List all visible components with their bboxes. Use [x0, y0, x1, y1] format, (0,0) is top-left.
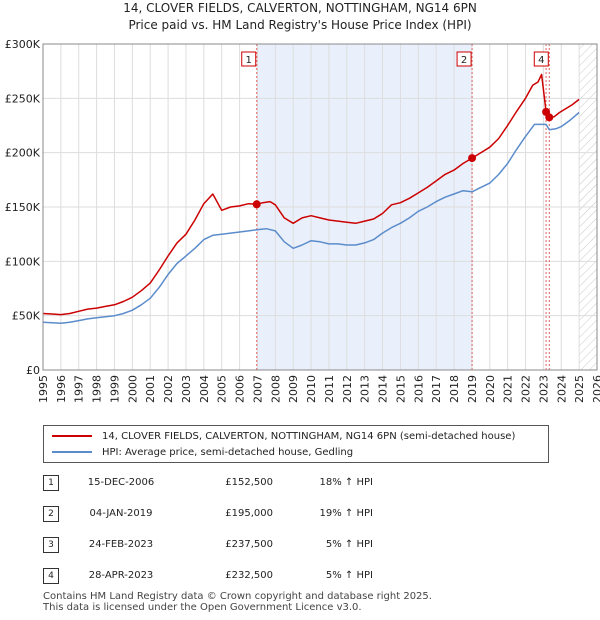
footer-licence: This data is licensed under the Open Gov…: [43, 602, 362, 613]
x-tick-label: 2007: [251, 375, 264, 403]
transaction-row: 2 04-JAN-2019 £195,000 19% ↑ HPI: [43, 506, 563, 522]
x-tick-label: 2026: [591, 375, 600, 403]
x-tick-label: 2011: [323, 375, 336, 403]
transaction-date: 24-FEB-2023: [88, 539, 154, 550]
transaction-price: £237,500: [225, 539, 273, 550]
x-tick-label: 2005: [216, 375, 229, 403]
x-tick-label: 2016: [412, 375, 425, 403]
series-line-hpi: [42, 111, 580, 325]
y-tick-label: £300K: [5, 38, 41, 51]
y-tick-label: £0: [26, 364, 40, 377]
transaction-price: £232,500: [225, 570, 273, 581]
x-tick-label: 2000: [126, 375, 139, 403]
transaction-number: 4: [43, 568, 59, 584]
x-tick-label: 2022: [520, 375, 533, 403]
transaction-hpi: 18% ↑ HPI: [319, 477, 373, 488]
x-tick-label: 2017: [430, 375, 443, 403]
x-tick-label: 1997: [73, 375, 86, 403]
x-tick-label: 2001: [144, 375, 157, 403]
transaction-date: 28-APR-2023: [88, 570, 154, 581]
x-tick-label: 2012: [341, 375, 354, 403]
y-tick-label: £100K: [5, 255, 41, 268]
sale-marker-box-frame: [241, 51, 257, 67]
legend: 14, CLOVER FIELDS, CALVERTON, NOTTINGHAM…: [43, 425, 549, 463]
transaction-number: 2: [43, 506, 59, 522]
sale-marker-box-label: 1: [246, 55, 252, 66]
chart-title: 14, CLOVER FIELDS, CALVERTON, NOTTINGHAM…: [123, 1, 477, 15]
sale-point: [545, 113, 554, 122]
y-tick-label: £150K: [5, 201, 41, 214]
transaction-hpi: 5% ↑ HPI: [325, 539, 373, 550]
x-tick-label: 1996: [55, 375, 68, 403]
sale-marker-box: 1: [241, 51, 257, 67]
transaction-number: 1: [43, 475, 59, 491]
footer-copyright: Contains HM Land Registry data © Crown c…: [43, 591, 432, 602]
x-tick-label: 2010: [305, 375, 318, 403]
transaction-hpi: 19% ↑ HPI: [319, 508, 373, 519]
x-tick-label: 2015: [394, 375, 407, 403]
legend-item-hpi: HPI: Average price, semi-detached house,…: [52, 445, 353, 459]
x-tick-label: 2021: [502, 375, 515, 403]
sale-marker-box-label: 2: [461, 55, 467, 66]
y-tick-label: £250K: [5, 92, 41, 105]
x-tick-label: 2002: [162, 375, 175, 403]
x-tick-label: 2004: [198, 375, 211, 403]
sale-marker-box-frame: [533, 51, 549, 67]
x-tick-label: 2023: [537, 375, 550, 403]
sale-point: [468, 154, 477, 163]
transaction-hpi: 5% ↑ HPI: [325, 570, 373, 581]
x-tick-label: 2024: [555, 375, 568, 403]
y-tick-label: £50K: [12, 310, 41, 323]
legend-hpi-label: HPI: Average price, semi-detached house,…: [102, 446, 354, 458]
x-tick-label: 2003: [180, 375, 193, 403]
transaction-date: 15-DEC-2006: [87, 477, 155, 488]
x-tick-label: 2014: [377, 375, 390, 403]
legend-hpi-line: [52, 451, 92, 453]
x-tick-label: 1999: [108, 375, 121, 403]
price-chart: 14, CLOVER FIELDS, CALVERTON, NOTTINGHAM…: [5, 1, 600, 403]
transaction-price: £195,000: [225, 508, 273, 519]
sale-marker-box: 2: [456, 51, 472, 67]
sale-marker-box-frame: [456, 51, 472, 67]
transaction-row: 1 15-DEC-2006 £152,500 18% ↑ HPI: [43, 475, 563, 491]
x-tick-label: 1995: [37, 375, 50, 403]
footer: Contains HM Land Registry data © Crown c…: [43, 591, 432, 613]
plot-border: [42, 43, 598, 371]
chart-subtitle: Price paid vs. HM Land Registry's House …: [128, 18, 471, 32]
x-tick-label: 2006: [234, 375, 247, 403]
x-tick-label: 2025: [573, 375, 586, 403]
x-tick-label: 2019: [466, 375, 479, 403]
sale-point: [252, 200, 261, 209]
transaction-row: 4 28-APR-2023 £232,500 5% ↑ HPI: [43, 568, 563, 584]
x-tick-label: 2009: [287, 375, 300, 403]
sale-marker-box: 4: [533, 51, 549, 67]
sale-marker-box-label: 4: [538, 55, 544, 66]
transaction-price: £152,500: [225, 477, 273, 488]
x-tick-label: 2020: [484, 375, 497, 403]
y-tick-label: £200K: [5, 147, 41, 160]
x-tick-label: 2018: [448, 375, 461, 403]
x-tick-label: 2008: [269, 375, 282, 403]
transaction-date: 04-JAN-2019: [89, 508, 153, 519]
x-tick-label: 2013: [359, 375, 372, 403]
legend-item-property: 14, CLOVER FIELDS, CALVERTON, NOTTINGHAM…: [52, 429, 515, 443]
x-tick-label: 1998: [91, 375, 104, 403]
transaction-number: 3: [43, 537, 59, 553]
legend-property-label: 14, CLOVER FIELDS, CALVERTON, NOTTINGHAM…: [102, 430, 516, 442]
transaction-row: 3 24-FEB-2023 £237,500 5% ↑ HPI: [43, 537, 563, 553]
series-line-property: [42, 73, 580, 316]
legend-property-line: [52, 435, 92, 437]
